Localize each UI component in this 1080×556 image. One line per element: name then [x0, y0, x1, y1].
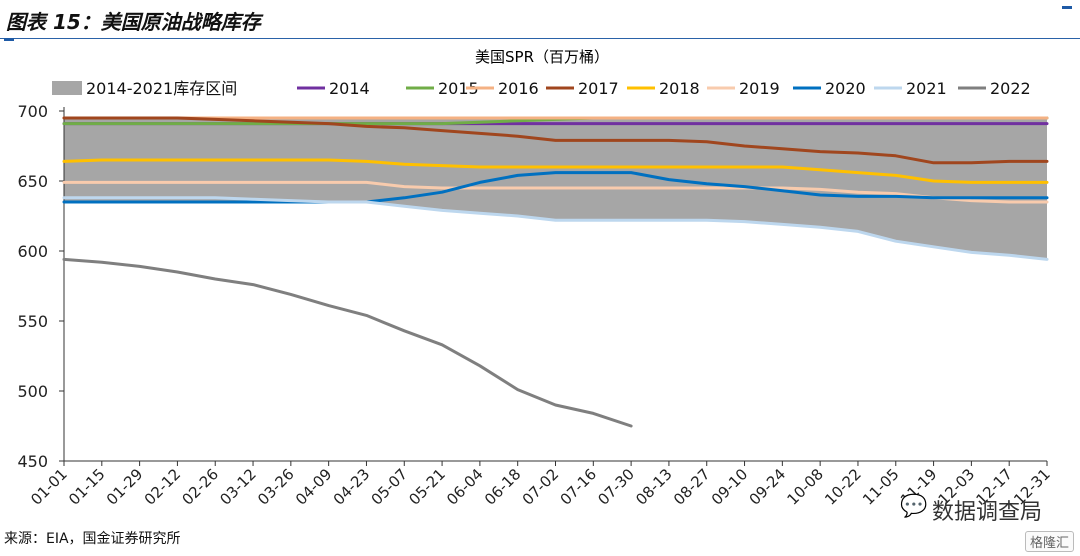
y-tick-label: 600 — [17, 242, 48, 261]
legend-label-band: 2014-2021库存区间 — [86, 79, 237, 98]
source-note: 来源：EIA，国金证券研究所 — [4, 531, 181, 547]
legend-label-2016: 2016 — [498, 79, 539, 98]
series-line-2017 — [62, 116, 1049, 165]
x-tick-label: 07-02 — [519, 465, 563, 509]
x-tick-label: 08-13 — [632, 465, 676, 509]
y-tick-label: 700 — [17, 102, 48, 121]
chart-title: 美国SPR（百万桶） — [475, 48, 609, 66]
legend-label-2021: 2021 — [906, 79, 947, 98]
title-accent-mark-right — [1062, 6, 1072, 9]
legend-label-2019: 2019 — [739, 79, 780, 98]
x-tick-label: 11-05 — [859, 465, 903, 509]
x-tick-label: 02-26 — [179, 465, 223, 509]
x-tick-label: 05-07 — [368, 465, 412, 509]
plot-area: 450 500 550 600 650 700 01-0101-1501-2902-1202… — [17, 102, 1053, 509]
y-tick-label: 450 — [17, 452, 48, 471]
x-tick-label: 08-27 — [670, 465, 714, 509]
x-tick-label: 04-23 — [330, 465, 374, 509]
spr-line-chart: 美国SPR（百万桶） 2014-2021库存区间 2014 2015 2016 2017… — [17, 48, 1053, 509]
y-tick-label: 650 — [17, 172, 48, 191]
series-line-2021 — [62, 196, 1049, 261]
series-line-2022 — [62, 257, 633, 428]
x-tick-label: 07-30 — [594, 465, 638, 509]
publisher-badge: 格隆汇 — [1024, 531, 1074, 552]
watermark: 💬 数据调查局 — [900, 494, 1042, 526]
x-tick-label: 02-12 — [141, 465, 185, 509]
title-divider — [0, 38, 1080, 39]
y-tick-label: 550 — [17, 312, 48, 331]
series-line-2020 — [62, 171, 1049, 204]
legend-label-2015: 2015 — [438, 79, 479, 98]
x-tick-label: 09-24 — [746, 465, 790, 509]
legend-label-2022: 2022 — [990, 79, 1031, 98]
series-line-2018 — [62, 158, 1049, 184]
title-accent-mark — [4, 38, 14, 41]
x-tick-label: 03-26 — [254, 465, 298, 509]
x-tick-label: 05-21 — [405, 465, 449, 509]
legend-label-2020: 2020 — [825, 79, 866, 98]
x-tick-label: 10-22 — [821, 465, 865, 509]
x-tick-label: 03-12 — [216, 465, 260, 509]
legend-key-band — [52, 81, 82, 95]
y-tick-label: 500 — [17, 382, 48, 401]
legend-label-2017: 2017 — [578, 79, 619, 98]
x-tick-label: 01-15 — [65, 465, 109, 509]
x-tick-label: 04-09 — [292, 465, 336, 509]
legend-label-2018: 2018 — [659, 79, 700, 98]
watermark-text: 数据调查局 — [931, 500, 1042, 525]
series-line-2019 — [62, 180, 1049, 204]
figure-title: 图表 15：美国原油战略库存 — [6, 10, 261, 34]
legend-label-2014: 2014 — [329, 79, 370, 98]
x-tick-label: 01-01 — [27, 465, 71, 509]
x-tick-label: 06-18 — [481, 465, 525, 509]
chart-legend: 2014-2021库存区间 2014 2015 2016 2017 2018 2019 202… — [52, 79, 1031, 98]
wechat-icon: 💬 — [899, 494, 928, 519]
x-tick-label: 10-08 — [783, 465, 827, 509]
x-tick-label: 09-10 — [708, 465, 752, 509]
x-tick-label: 01-29 — [103, 465, 147, 509]
x-tick-label: 06-04 — [443, 465, 487, 509]
x-tick-label: 07-16 — [557, 465, 601, 509]
